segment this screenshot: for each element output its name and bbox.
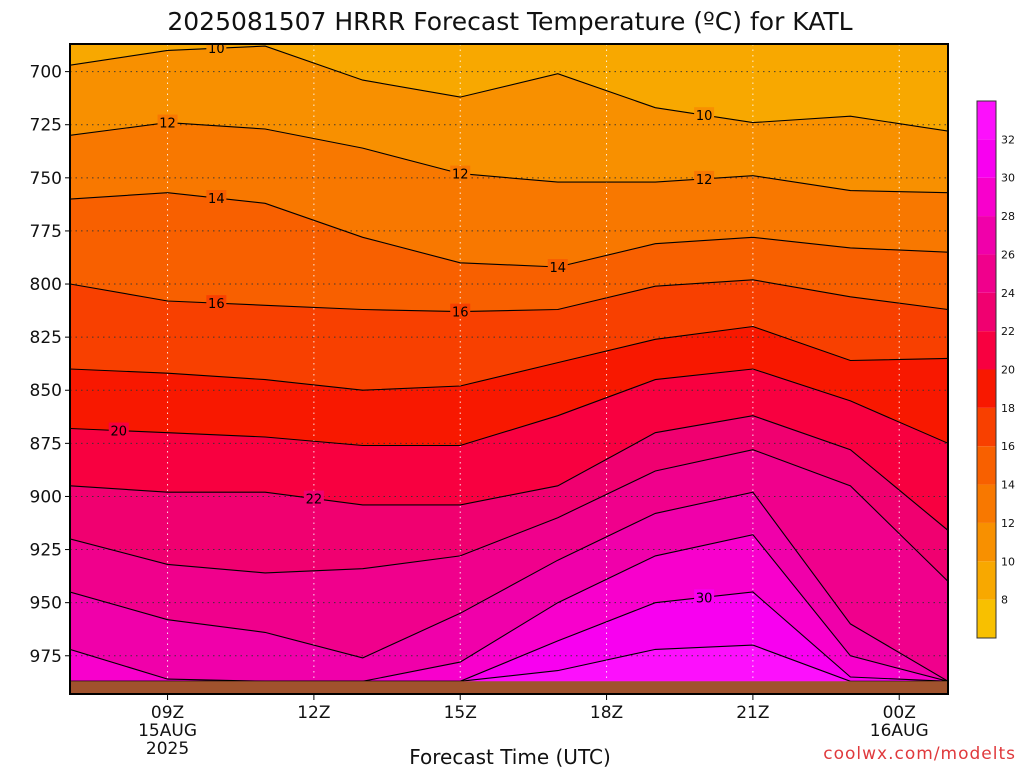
colorbar-tick-22: 22 <box>1001 325 1015 338</box>
colorbar-swatch-30 <box>977 139 996 178</box>
x-tick-label-00Z: 00Z <box>883 703 916 723</box>
x-tick-date-00Z: 16AUG <box>870 721 929 741</box>
chart-title: 2025081507 HRRR Forecast Temperature (ºC… <box>167 7 852 36</box>
contour-label-bg <box>303 490 324 506</box>
colorbar-swatch-18 <box>977 369 996 408</box>
contour-lines: 10 10 12 12 12 14 14 16 16 20 22 30 <box>70 42 948 682</box>
surface-band <box>70 681 948 694</box>
contour-label-bg <box>157 114 178 130</box>
contour-label-bg <box>547 259 568 275</box>
contour-line-22 <box>70 415 948 531</box>
contour-label-bg <box>694 589 715 605</box>
contour-label-bg <box>694 107 715 123</box>
y-tick-label-900: 900 <box>30 487 62 507</box>
contour-label-22: 22 <box>306 493 323 508</box>
x-axis-label: Forecast Time (UTC) <box>409 745 611 768</box>
colorbar-tick-10: 10 <box>1001 555 1015 568</box>
y-axis: 700 725 750 775 800 825 850 875 900 925 950 975 <box>30 63 70 667</box>
colorbar-swatch-22 <box>977 292 996 332</box>
colorbar-swatch-14 <box>977 446 996 485</box>
x-tick-label-18Z: 18Z <box>590 703 623 723</box>
contour-line-24 <box>70 449 948 582</box>
colorbar-swatch-24 <box>977 254 996 293</box>
y-tick-label-725: 725 <box>30 116 62 136</box>
contour-label-bg <box>206 44 227 56</box>
plot-frame <box>69 43 949 695</box>
colorbar-legend: 8 10 12 14 16 18 20 22 24 26 28 30 32 <box>976 100 1015 639</box>
colorbar-tick-12: 12 <box>1001 517 1015 530</box>
colorbar-tick-8: 8 <box>1001 594 1008 607</box>
contour-label-12: 12 <box>696 173 713 188</box>
colorbar-tick-26: 26 <box>1001 248 1015 261</box>
contour-label-bg <box>450 303 471 319</box>
y-tick-label-800: 800 <box>30 275 62 295</box>
contour-line-28 <box>70 534 948 682</box>
x-tick-date-09Z: 15AUG <box>138 721 197 741</box>
colorbar-tick-24: 24 <box>1001 287 1015 300</box>
contour-label-bg <box>108 422 129 438</box>
colorbar-frame <box>976 100 997 639</box>
contour-label-bg <box>206 295 227 311</box>
colorbar-tick-28: 28 <box>1001 210 1015 223</box>
colorbar-swatch-20 <box>977 331 996 370</box>
colorbar-swatch-16 <box>977 407 996 447</box>
colorbar-tick-20: 20 <box>1001 364 1015 377</box>
y-tick-label-875: 875 <box>30 434 62 454</box>
colorbar-swatch-8 <box>977 561 996 600</box>
contour-line-26 <box>70 491 948 682</box>
y-tick-label-950: 950 <box>30 594 62 614</box>
contour-label-10: 10 <box>696 109 713 124</box>
temperature-fill-layer <box>70 44 948 694</box>
contour-line-12 <box>70 122 948 194</box>
y-tick-label-825: 825 <box>30 328 62 348</box>
contour-label-12: 12 <box>452 168 469 183</box>
contour-label-bg <box>206 190 227 206</box>
contour-label-10: 10 <box>208 42 225 57</box>
credit-text[interactable]: coolwx.com/modelts <box>823 744 1016 764</box>
colorbar-tick-30: 30 <box>1001 172 1015 185</box>
x-tick-label-12Z: 12Z <box>297 703 330 723</box>
x-tick-year-09Z: 2025 <box>146 739 189 759</box>
contour-label-bg <box>450 165 471 181</box>
contour-label-20: 20 <box>111 425 128 440</box>
x-tick-label-09Z: 09Z <box>151 703 184 723</box>
contour-label-16: 16 <box>452 306 469 321</box>
contour-label-14: 14 <box>550 261 567 276</box>
y-tick-label-925: 925 <box>30 541 62 561</box>
colorbar-swatch-6 <box>977 599 996 638</box>
x-tick-label-21Z: 21Z <box>736 703 769 723</box>
y-tick-label-700: 700 <box>30 63 62 83</box>
y-tick-label-975: 975 <box>30 647 62 667</box>
colorbar-swatch-10 <box>977 522 996 562</box>
ground-surface <box>70 681 948 694</box>
colorbar-tick-18: 18 <box>1001 402 1015 415</box>
colorbar-tick-32: 32 <box>1001 133 1015 146</box>
y-tick-label-775: 775 <box>30 222 62 242</box>
x-tick-label-15Z: 15Z <box>444 703 477 723</box>
y-tick-label-850: 850 <box>30 381 62 401</box>
colorbar-swatch-32 <box>977 101 996 140</box>
colorbar-swatch-26 <box>977 216 996 255</box>
colorbar-tick-14: 14 <box>1001 479 1015 492</box>
colorbar-swatch-12 <box>977 484 996 523</box>
contour-label-bg <box>694 170 715 186</box>
contour-label-14: 14 <box>208 192 225 207</box>
contour-label-12: 12 <box>159 117 176 132</box>
colorbar-tick-16: 16 <box>1001 440 1015 453</box>
contour-line-20 <box>70 368 948 447</box>
contour-label-30: 30 <box>696 591 713 606</box>
y-tick-label-750: 750 <box>30 169 62 189</box>
contour-label-16: 16 <box>208 297 225 312</box>
contour-line-18 <box>70 325 948 391</box>
colorbar-swatch-28 <box>977 177 996 217</box>
